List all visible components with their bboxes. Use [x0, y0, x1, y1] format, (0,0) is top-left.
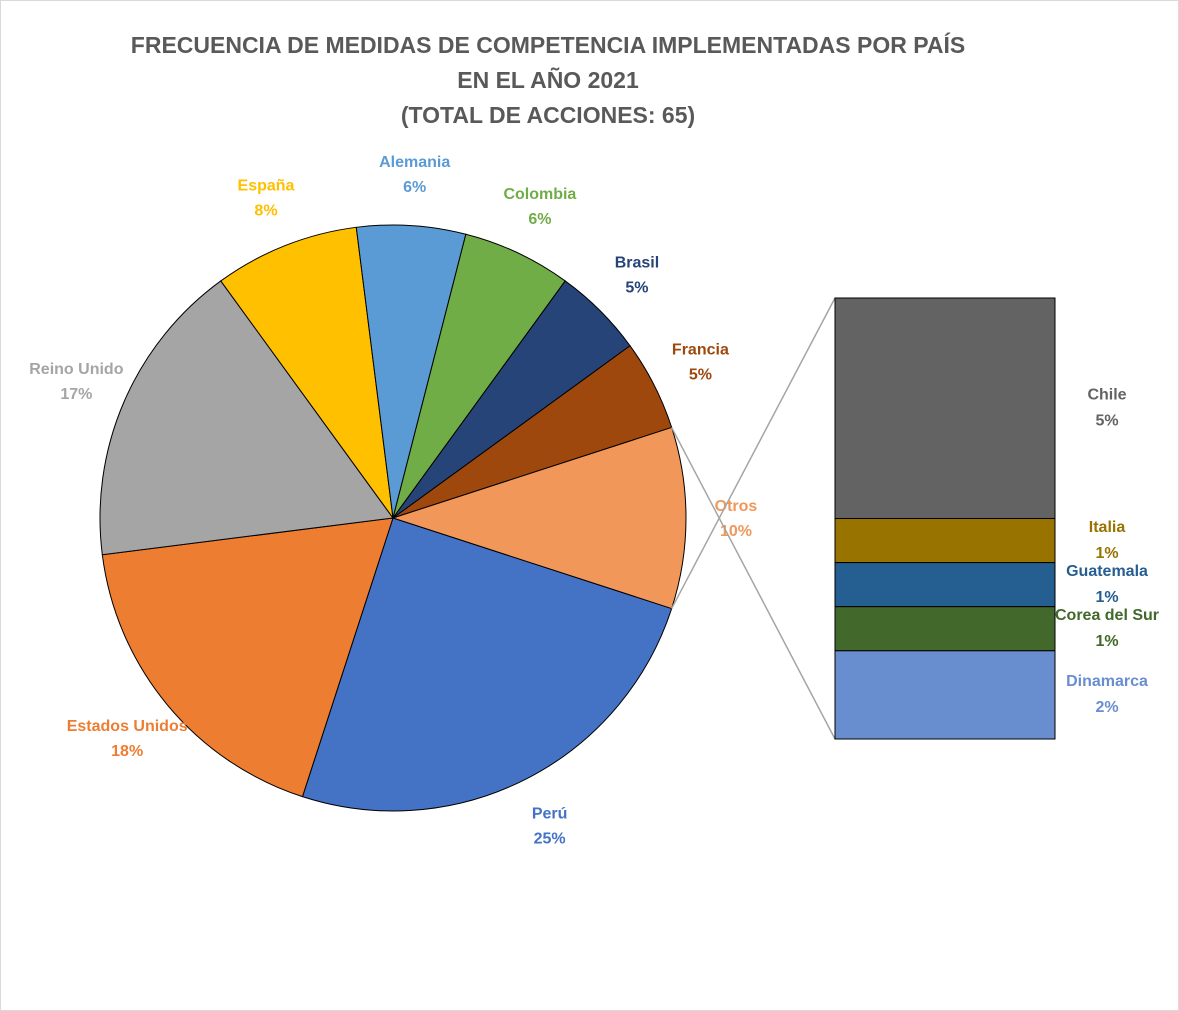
- pie-slice: [220, 226, 394, 519]
- slice-label: Colombia: [503, 186, 576, 203]
- chart-title: FRECUENCIA DE MEDIDAS DE COMPETENCIA IMP…: [131, 31, 965, 58]
- bar-segment: [834, 650, 1056, 740]
- pie-slice: [391, 426, 687, 610]
- slice-label: Alemania: [379, 154, 450, 171]
- bar-segment: [834, 518, 1056, 564]
- bar-label: Italia: [1089, 519, 1126, 536]
- slice-value-label: 6%: [528, 211, 551, 228]
- bar-value-label: 2%: [1095, 699, 1118, 716]
- bar-label: Dinamarca: [1066, 673, 1148, 690]
- slice-label: Reino Unido: [29, 361, 123, 378]
- slice-value-label: 8%: [254, 202, 277, 219]
- bar-value-label: 5%: [1095, 412, 1118, 429]
- bar-label: Chile: [1087, 386, 1126, 403]
- bar-value-label: 1%: [1095, 589, 1118, 606]
- connector-line: [670, 297, 836, 609]
- slice-label: España: [238, 177, 295, 194]
- slice-value-label: 25%: [534, 831, 566, 848]
- pie-slice: [301, 517, 673, 812]
- slice-label: Francia: [672, 342, 729, 359]
- slice-value-label: 5%: [625, 279, 648, 296]
- chart-title: (TOTAL DE ACCIONES: 65): [401, 102, 695, 128]
- chart-title: EN EL AÑO 2021: [457, 66, 639, 93]
- slice-value-label: 5%: [689, 367, 712, 384]
- slice-value-label: 6%: [403, 179, 426, 196]
- slice-value-label: 10%: [720, 523, 752, 540]
- connector-line: [670, 427, 836, 740]
- bar-label: Guatemala: [1066, 563, 1148, 580]
- bar-value-label: 1%: [1095, 545, 1118, 562]
- pie-slice: [101, 517, 394, 798]
- slice-value-label: 17%: [60, 386, 92, 403]
- pie-slice: [99, 280, 394, 556]
- slice-label: Brasil: [615, 254, 659, 271]
- slice-value-label: 18%: [111, 743, 143, 760]
- slice-label: Perú: [532, 806, 568, 823]
- bar-segment: [834, 297, 1056, 519]
- slice-label: Estados Unidos: [67, 718, 188, 735]
- bar-label: Corea del Sur: [1055, 607, 1159, 624]
- slice-label: Otros: [715, 498, 758, 515]
- bar-segment: [834, 562, 1056, 608]
- bar-value-label: 1%: [1095, 633, 1118, 650]
- bar-segment: [834, 606, 1056, 652]
